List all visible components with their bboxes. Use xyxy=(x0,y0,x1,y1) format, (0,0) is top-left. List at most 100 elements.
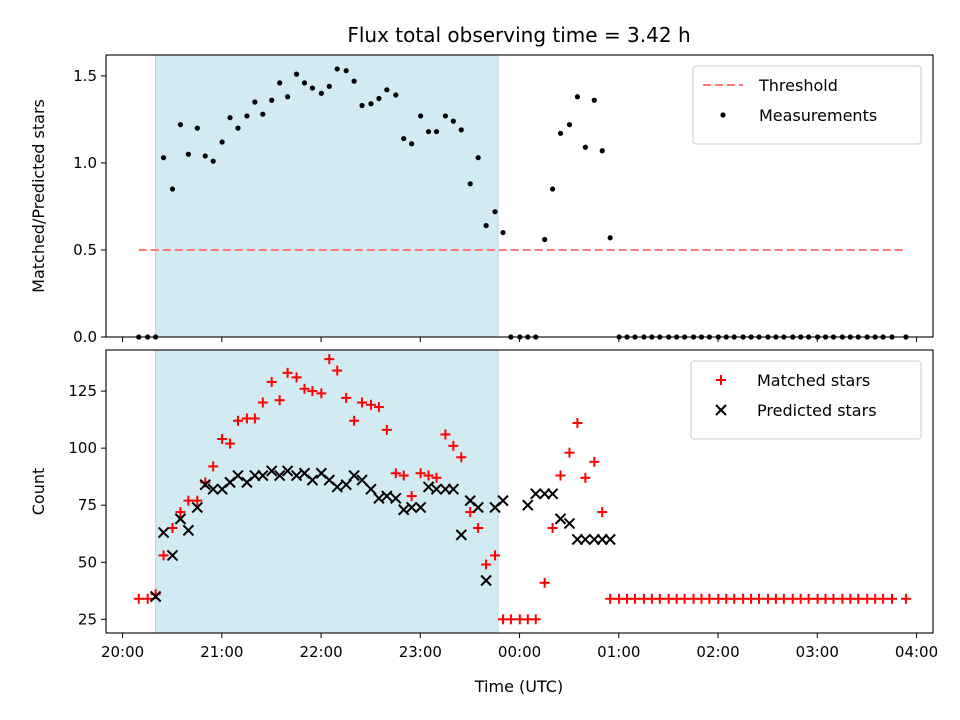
matched-star-point xyxy=(654,593,665,604)
matched-star-point xyxy=(456,452,467,463)
legend-label: Predicted stars xyxy=(757,401,877,420)
predicted-star-point xyxy=(232,469,244,482)
measurement-point xyxy=(376,95,382,102)
measurement-point xyxy=(549,186,556,192)
matched-star-point xyxy=(381,424,392,435)
measurement-point xyxy=(252,99,258,105)
measurement-point xyxy=(409,141,415,147)
matched-star-point xyxy=(175,507,186,518)
matched-star-point xyxy=(316,388,327,399)
matched-star-point xyxy=(158,550,169,561)
matched-star-point xyxy=(853,593,864,604)
measurement-point xyxy=(309,85,316,91)
legend-label: Threshold xyxy=(758,76,838,95)
predicted-star-point xyxy=(422,481,435,493)
measurement-point xyxy=(185,151,191,157)
matched-star-point xyxy=(398,470,409,481)
matched-star-point xyxy=(828,593,839,604)
matched-star-point xyxy=(299,383,310,394)
matched-star-point xyxy=(679,593,690,604)
matched-star-point xyxy=(505,614,516,625)
matched-star-point xyxy=(192,495,203,506)
matched-star-point xyxy=(589,456,600,467)
matched-star-point xyxy=(357,397,368,408)
matched-star-point xyxy=(390,468,401,479)
predicted-star-point xyxy=(530,488,542,500)
matched-star-point xyxy=(232,415,243,426)
measurement-point xyxy=(359,102,365,109)
measurement-point xyxy=(442,113,449,119)
predicted-star-point xyxy=(306,474,319,486)
y-tick-label: 0.5 xyxy=(73,241,97,259)
matched-star-point xyxy=(423,470,434,481)
measurement-point xyxy=(384,87,390,93)
predicted-star-point xyxy=(522,499,534,511)
measurement-point xyxy=(244,113,250,119)
matched-star-point xyxy=(274,395,285,406)
measurement-point xyxy=(483,222,489,229)
predicted-star-point xyxy=(430,483,443,495)
matched-star-point xyxy=(282,367,293,378)
matched-star-point xyxy=(887,593,898,604)
measurement-point xyxy=(492,209,498,215)
predicted-star-point xyxy=(331,481,343,493)
measurement-point xyxy=(433,128,440,135)
x-tick-label: 02:00 xyxy=(696,643,739,661)
measurement-point xyxy=(269,97,275,103)
matched-star-point xyxy=(332,365,343,376)
measurement-point xyxy=(318,90,324,96)
measurement-point xyxy=(334,66,340,72)
matched-star-point xyxy=(803,593,814,604)
measurement-point xyxy=(219,139,225,145)
predicted-star-point xyxy=(182,524,195,537)
x-axis-label: Time (UTC) xyxy=(474,677,563,696)
measurement-point xyxy=(202,153,208,159)
x-tick-label: 03:00 xyxy=(796,643,839,661)
predicted-star-point xyxy=(579,533,592,546)
matched-star-point xyxy=(365,399,376,410)
matched-star-point xyxy=(729,593,740,604)
top-panel: 0.0 0.5 1.0 1.5 Matched/Predicted stars Thres… xyxy=(29,54,934,346)
measurement-point xyxy=(450,118,456,124)
observing-window-span xyxy=(155,349,499,634)
measurement-point xyxy=(160,155,167,161)
measurement-point xyxy=(599,148,605,154)
x-tick-label: 23:00 xyxy=(399,643,442,661)
y-axis-label: Count xyxy=(29,468,48,516)
measurement-point xyxy=(260,111,266,117)
matched-star-point xyxy=(605,593,616,604)
chart-title: Flux total observing time = 3.42 h xyxy=(347,23,690,47)
matched-star-point xyxy=(266,376,277,387)
predicted-star-point xyxy=(554,513,567,525)
matched-star-point xyxy=(291,372,302,383)
matched-star-point xyxy=(415,468,426,479)
matched-star-point xyxy=(142,593,153,604)
x-tick-label: 21:00 xyxy=(200,643,243,661)
y-tick-label: 1.5 xyxy=(73,67,97,85)
x-tick-label: 00:00 xyxy=(498,643,541,661)
measurement-point xyxy=(368,101,374,107)
legend-dot-swatch xyxy=(720,112,726,118)
predicted-star-point xyxy=(290,469,303,482)
measurement-point xyxy=(467,181,473,187)
predicted-star-point xyxy=(281,465,294,477)
matched-star-point xyxy=(217,434,228,445)
legend-label: Matched stars xyxy=(757,371,870,390)
predicted-star-point xyxy=(348,469,360,482)
matched-star-point xyxy=(208,461,219,472)
y-tick-label: 100 xyxy=(68,439,97,457)
measurement-point xyxy=(607,235,613,241)
measurement-point xyxy=(591,97,597,103)
bottom-panel: 25 50 75 100 125 20:00 21:00 22:00 23:00 00:00 01:… xyxy=(29,349,938,661)
measurement-point xyxy=(301,80,308,86)
measurement-point xyxy=(542,236,548,243)
matched-star-point xyxy=(547,523,558,534)
predicted-star-point xyxy=(546,488,559,500)
measurement-point xyxy=(351,78,357,84)
measurement-point xyxy=(475,155,481,161)
matched-star-point xyxy=(225,438,236,449)
predicted-star-point xyxy=(414,501,427,514)
legend-box xyxy=(692,65,922,145)
measurement-point xyxy=(227,115,233,121)
matched-star-point xyxy=(406,491,417,502)
